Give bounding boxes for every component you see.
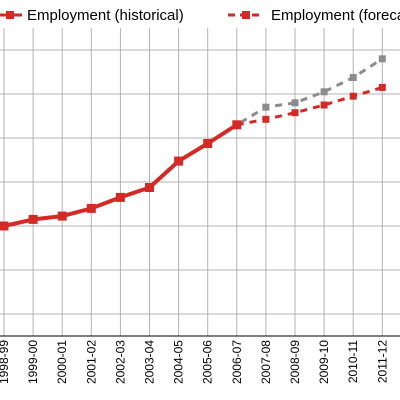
x-tick-label: 2009-10 bbox=[317, 340, 331, 384]
point-forecast bbox=[321, 102, 328, 109]
point-historical bbox=[58, 212, 67, 221]
legend-item-historical: Employment (historical) bbox=[0, 7, 184, 24]
point-alternate bbox=[262, 104, 269, 111]
x-tick-label: 2003-04 bbox=[143, 340, 157, 384]
legend-marker-forecast bbox=[242, 11, 250, 19]
x-tick-label: 2011-12 bbox=[375, 340, 389, 383]
point-forecast bbox=[350, 93, 357, 100]
point-alternate bbox=[292, 99, 299, 106]
x-tick-label: 1998-99 bbox=[0, 340, 11, 384]
point-alternate bbox=[350, 74, 357, 81]
x-tick-label: 2007-08 bbox=[259, 340, 273, 384]
x-tick-label: 2010-11 bbox=[346, 340, 360, 383]
point-historical bbox=[0, 222, 9, 231]
x-tick-label: 2001-02 bbox=[84, 340, 98, 384]
point-forecast bbox=[292, 109, 299, 116]
x-tick-label: 2000-01 bbox=[55, 340, 69, 384]
point-forecast bbox=[379, 84, 386, 91]
point-historical bbox=[29, 215, 38, 224]
point-historical bbox=[116, 193, 125, 202]
point-forecast bbox=[262, 116, 269, 123]
point-alternate bbox=[321, 88, 328, 95]
legend-item-forecast: Employment (forecast) bbox=[228, 7, 400, 24]
point-alternate bbox=[379, 55, 386, 62]
x-tick-label: 2006-07 bbox=[230, 340, 244, 384]
x-tick-label: 2004-05 bbox=[172, 340, 186, 384]
point-historical bbox=[232, 120, 241, 129]
legend-label-forecast: Employment (forecast) bbox=[271, 7, 400, 24]
legend: Employment (historical) Employment (fore… bbox=[0, 7, 400, 24]
point-historical bbox=[174, 157, 183, 166]
x-tick-labels: 1998-99 1999-00 2000-01 2001-02 2002-03 2003-… bbox=[0, 340, 389, 384]
x-tick-label: 2008-09 bbox=[288, 340, 302, 384]
point-historical bbox=[203, 139, 212, 148]
x-tick-label: 2002-03 bbox=[113, 340, 127, 384]
legend-label-historical: Employment (historical) bbox=[27, 7, 184, 24]
point-historical bbox=[87, 204, 96, 213]
x-tick-label: 2005-06 bbox=[201, 340, 215, 384]
legend-marker-historical bbox=[6, 11, 14, 19]
point-historical bbox=[145, 183, 154, 192]
x-tick-label: 1999-00 bbox=[26, 340, 40, 384]
plot-frame bbox=[0, 28, 400, 336]
